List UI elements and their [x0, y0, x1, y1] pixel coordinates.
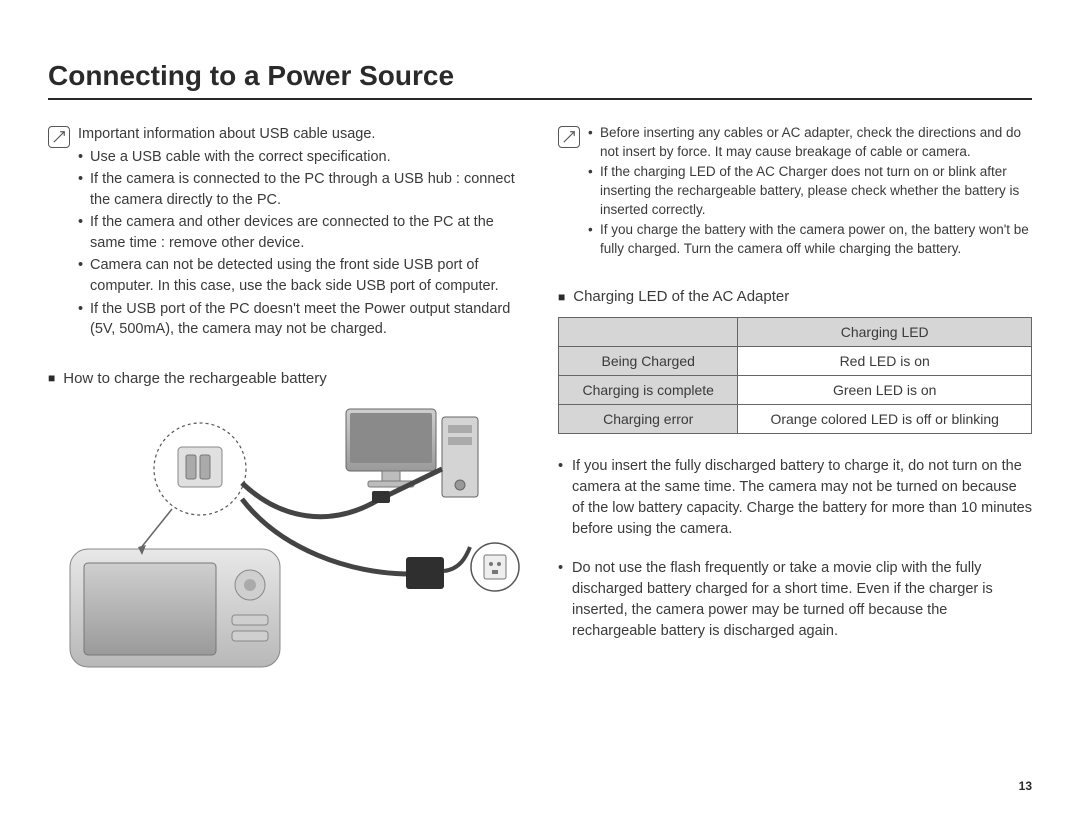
usage-bullet: If you insert the fully discharged batte… [558, 456, 1032, 540]
table-led-cell: Green LED is on [738, 376, 1032, 405]
insert-warning-item: If you charge the battery with the camer… [588, 221, 1032, 258]
led-section-label: Charging LED of the AC Adapter [573, 288, 789, 305]
insert-warning-item: If the charging LED of the AC Charger do… [588, 163, 1032, 219]
usb-info-note: Important information about USB cable us… [48, 124, 522, 342]
note-icon [48, 126, 70, 148]
table-header-blank [559, 318, 738, 347]
usb-info-item: Use a USB cable with the correct specifi… [78, 147, 522, 168]
insert-warning-note: Before inserting any cables or AC adapte… [558, 124, 1032, 260]
usb-info-lead: Important information about USB cable us… [78, 124, 522, 145]
insert-warning-body: Before inserting any cables or AC adapte… [588, 124, 1032, 260]
charging-led-table: Charging LED Being Charged Red LED is on… [558, 317, 1032, 434]
usage-bullet: Do not use the flash frequently or take … [558, 558, 1032, 642]
usb-info-item: If the camera and other devices are conn… [78, 212, 522, 253]
usb-info-item: If the USB port of the PC doesn't meet t… [78, 299, 522, 340]
page-title: Connecting to a Power Source [48, 60, 1032, 100]
note-icon [558, 126, 580, 148]
led-section-heading: Charging LED of the AC Adapter [558, 288, 1032, 305]
usb-info-item: Camera can not be detected using the fro… [78, 255, 522, 296]
table-header-led: Charging LED [738, 318, 1032, 347]
charge-section-heading: How to charge the rechargeable battery [48, 370, 522, 387]
table-row: Charging error Orange colored LED is off… [559, 405, 1032, 434]
usb-info-item: If the camera is connected to the PC thr… [78, 169, 522, 210]
table-state-cell: Charging is complete [559, 376, 738, 405]
charge-section-label: How to charge the rechargeable battery [63, 370, 327, 387]
table-led-cell: Orange colored LED is off or blinking [738, 405, 1032, 434]
insert-warning-item: Before inserting any cables or AC adapte… [588, 124, 1032, 161]
page-number: 13 [1019, 779, 1032, 793]
usage-bullets: If you insert the fully discharged batte… [558, 456, 1032, 642]
table-led-cell: Red LED is on [738, 347, 1032, 376]
table-state-cell: Being Charged [559, 347, 738, 376]
table-state-cell: Charging error [559, 405, 738, 434]
right-column: Before inserting any cables or AC adapte… [558, 124, 1032, 679]
usb-info-body: Important information about USB cable us… [78, 124, 522, 342]
left-column: Important information about USB cable us… [48, 124, 522, 679]
table-row: Being Charged Red LED is on [559, 347, 1032, 376]
two-column-layout: Important information about USB cable us… [48, 124, 1032, 679]
table-row: Charging is complete Green LED is on [559, 376, 1032, 405]
charging-diagram [48, 399, 522, 679]
